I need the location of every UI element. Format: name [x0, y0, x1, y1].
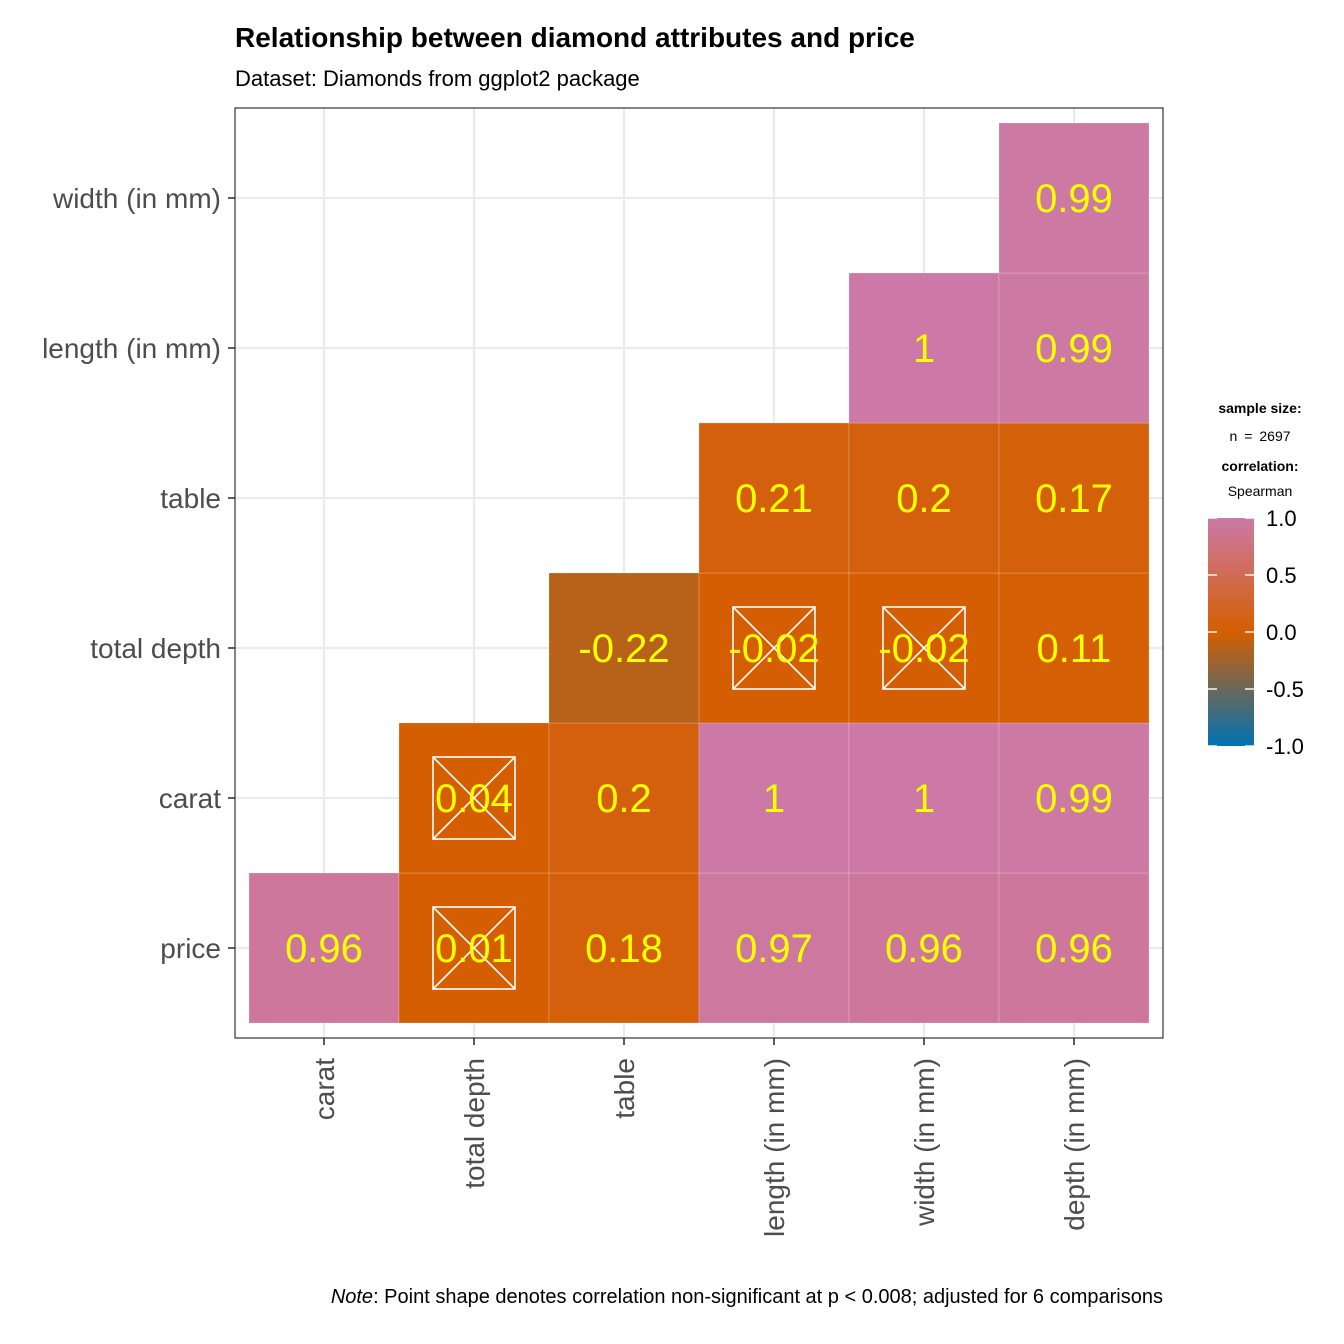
cell-value-label: 1 — [913, 777, 935, 821]
legend-tick-label: -0.5 — [1266, 677, 1304, 702]
heatmap-tile — [398, 722, 550, 874]
y-tick-label: price — [160, 933, 221, 964]
heatmap-cell: 0.96 — [848, 872, 1000, 1024]
heatmap-tile — [848, 272, 1000, 424]
heatmap-cell: 0.17 — [998, 422, 1150, 574]
legend-sample-size-value: n = 2697 — [1229, 428, 1291, 444]
nonsignificant-marker — [432, 756, 516, 840]
legend-tick-label: 0.5 — [1266, 563, 1297, 588]
x-tick-label: length (in mm) — [759, 1058, 790, 1237]
heatmap-cell: -0.22 — [548, 572, 700, 724]
heatmap-cell: 0.2 — [548, 722, 700, 874]
heatmap-cell: 0.21 — [698, 422, 850, 574]
cell-value-label: 0.2 — [896, 477, 952, 521]
cell-value-label: 0.11 — [1037, 627, 1112, 671]
x-tick-label: depth (in mm) — [1059, 1058, 1090, 1231]
x-tick-label: carat — [309, 1058, 340, 1120]
heatmap-tile — [998, 422, 1150, 574]
heatmap-tile — [998, 572, 1150, 724]
legend-correlation-label: correlation: — [1221, 458, 1299, 474]
cell-value-label: -0.22 — [578, 627, 669, 671]
heatmap-cell: 0.04 — [398, 722, 550, 874]
x-tick-label: total depth — [459, 1058, 490, 1189]
heatmap-cell: 0.96 — [248, 872, 400, 1024]
color-legend: 1.0 0.5 0.0 -0.5 -1.0 — [1208, 506, 1304, 759]
cell-value-label: 0.21 — [735, 477, 813, 521]
caption-note: Note — [330, 1286, 374, 1308]
y-tick-label: length (in mm) — [42, 333, 221, 364]
axes: price carat total depth table length (in mm)… — [42, 183, 1090, 1237]
heatmap-tile — [548, 572, 700, 724]
heatmap-tile — [698, 422, 850, 574]
heatmap-cell: 0.99 — [998, 722, 1150, 874]
heatmap-tile — [998, 122, 1150, 274]
cell-value-label: 0.99 — [1035, 327, 1113, 371]
chart-subtitle: Dataset: Diamonds from ggplot2 package — [235, 66, 640, 91]
plot-panel-border — [234, 107, 1164, 1039]
chart-caption: Note: Point shape denotes correlation no… — [331, 1286, 1163, 1309]
heatmap-cell: 0.97 — [698, 872, 850, 1024]
heatmap-cells: 0.96 0.01 0.18 0.97 0.96 0.960.04 0.2 1 1 0.99-0.… — [248, 122, 1150, 1024]
caption-text: : Point shape denotes correlation non-si… — [373, 1286, 1163, 1308]
heatmap-cell: 0.96 — [998, 872, 1150, 1024]
nonsignificant-marker — [732, 606, 816, 690]
legend-sample-size-label: sample size: — [1218, 400, 1302, 416]
heatmap-cell: -0.02 — [848, 572, 1000, 724]
cell-value-label: 0.96 — [885, 927, 963, 971]
cell-value-label: 0.17 — [1035, 477, 1113, 521]
heatmap-cell: 0.01 — [398, 872, 550, 1024]
heatmap-tile — [248, 872, 400, 1024]
heatmap-tile — [848, 872, 1000, 1024]
legend-tick-label: -1.0 — [1266, 734, 1304, 759]
heatmap-tile — [548, 722, 700, 874]
y-tick-label: table — [160, 483, 221, 514]
heatmap-tile — [848, 422, 1000, 574]
heatmap-cell: 1 — [848, 722, 1000, 874]
heatmap-cell: 0.99 — [998, 122, 1150, 274]
y-tick-label: total depth — [90, 633, 221, 664]
nonsignificant-marker — [432, 906, 516, 990]
legend-tick-label: 0.0 — [1266, 620, 1297, 645]
heatmap-cell: -0.02 — [698, 572, 850, 724]
heatmap-tile — [698, 722, 850, 874]
cell-value-label: 0.96 — [285, 927, 363, 971]
heatmap-cell: 1 — [698, 722, 850, 874]
cell-value-label: 0.01 — [435, 927, 513, 971]
cell-value-label: 0.2 — [596, 777, 652, 821]
cell-value-label: 0.18 — [585, 927, 663, 971]
heatmap-tile — [548, 872, 700, 1024]
nonsignificant-marker — [882, 606, 966, 690]
heatmap-tile — [848, 722, 1000, 874]
cell-value-label: -0.02 — [728, 627, 819, 671]
x-tick-label: table — [609, 1058, 640, 1119]
heatmap-cell: 0.2 — [848, 422, 1000, 574]
chart-title: Relationship between diamond attributes … — [235, 22, 915, 53]
heatmap-tile — [998, 722, 1150, 874]
cell-value-label: 0.99 — [1035, 777, 1113, 821]
legend-tick-label: 1.0 — [1266, 506, 1297, 531]
heatmap-cell: 0.99 — [998, 272, 1150, 424]
cell-value-label: 0.96 — [1035, 927, 1113, 971]
cell-value-label: 0.97 — [735, 927, 813, 971]
heatmap-cell: 1 — [848, 272, 1000, 424]
y-tick-label: carat — [159, 783, 221, 814]
heatmap-cell: 0.11 — [998, 572, 1150, 724]
y-tick-label: width (in mm) — [52, 183, 221, 214]
heatmap-cell: 0.18 — [548, 872, 700, 1024]
cell-value-label: 0.99 — [1035, 177, 1113, 221]
x-tick-label: width (in mm) — [909, 1058, 940, 1227]
cell-value-label: 1 — [913, 327, 935, 371]
legend-correlation-value: Spearman — [1227, 483, 1293, 499]
heatmap-tile — [998, 272, 1150, 424]
cell-value-label: 1 — [763, 777, 785, 821]
cell-value-label: -0.02 — [878, 627, 969, 671]
cell-value-label: 0.04 — [435, 777, 513, 821]
